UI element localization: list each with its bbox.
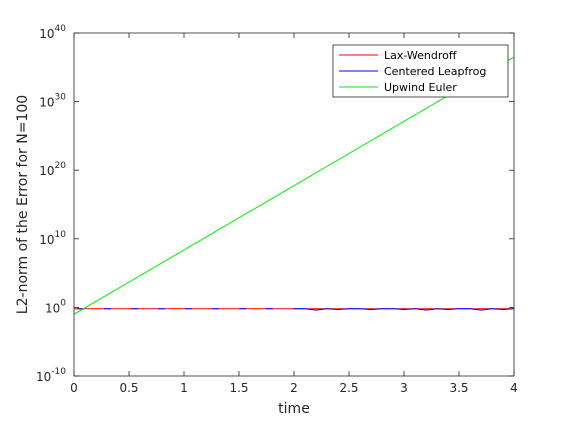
y-tick-label: 10-10 bbox=[36, 367, 66, 384]
x-tick-label: 1.5 bbox=[229, 381, 248, 395]
series-line-upwind-euler bbox=[74, 56, 514, 315]
x-tick-label: 1 bbox=[180, 381, 188, 395]
x-tick-label: 3 bbox=[400, 381, 408, 395]
legend-label-lax-wendroff: Lax-Wendroff bbox=[384, 49, 457, 62]
x-tick-label: 0 bbox=[70, 381, 78, 395]
axes-box bbox=[73, 32, 515, 377]
legend-label-upwind-euler: Upwind Euler bbox=[384, 81, 457, 94]
legend: Lax-Wendroff Centered Leapfrog Upwind Eule… bbox=[332, 44, 509, 98]
x-tick-label: 4 bbox=[510, 381, 518, 395]
axes-frame bbox=[73, 32, 515, 377]
axis-ticks: 0 0.5 1 1.5 2 2.5 3 3.5 4 10-10 100 1010 1020 1030 104… bbox=[36, 24, 518, 395]
y-tick-label: 1010 bbox=[39, 230, 66, 247]
x-axis-label: time bbox=[278, 401, 310, 417]
y-tick-label: 1040 bbox=[39, 24, 66, 41]
y-axis-label: L2-norm of the Error for N=100 bbox=[15, 95, 31, 314]
x-tick-label: 2 bbox=[290, 381, 298, 395]
x-tick-label: 2.5 bbox=[339, 381, 358, 395]
y-tick-label: 1030 bbox=[39, 93, 66, 110]
legend-label-centered-leapfrog: Centered Leapfrog bbox=[384, 65, 486, 78]
x-tick-label: 3.5 bbox=[449, 381, 468, 395]
series-line-centered-leapfrog bbox=[294, 308, 514, 311]
x-tick-label: 0.5 bbox=[119, 381, 138, 395]
series-lines bbox=[74, 56, 514, 315]
y-tick-label: 100 bbox=[45, 298, 66, 315]
y-tick-label: 1020 bbox=[39, 161, 66, 178]
